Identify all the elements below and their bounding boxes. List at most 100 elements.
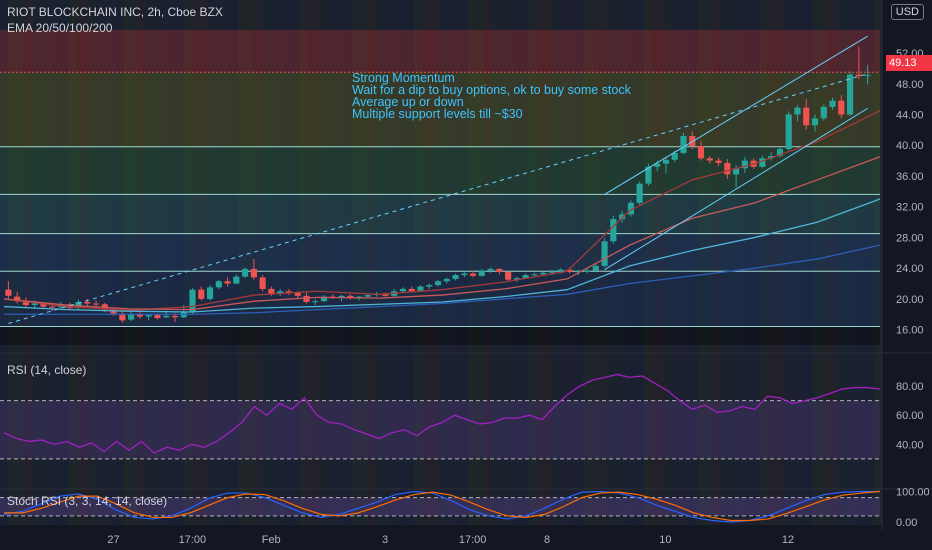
candle-body (364, 295, 371, 297)
bg-stripe (621, 0, 629, 525)
candle-body (417, 286, 424, 292)
candle-body (198, 289, 205, 299)
candle-body (803, 107, 810, 126)
candle-body (513, 278, 520, 280)
time-tick-label: 10 (659, 534, 671, 546)
annotation-note: Strong Momentum Wait for a dip to buy op… (352, 71, 631, 121)
bg-stripe (514, 0, 529, 525)
bg-stripe (483, 0, 491, 525)
bg-stripe (215, 0, 230, 525)
last-price-label: 49.13 (886, 55, 932, 71)
bg-stripe (207, 0, 215, 525)
price-zone (0, 72, 880, 147)
rsi-tick-label: 80.00 (896, 381, 924, 393)
time-tick-label: 27 (107, 534, 119, 546)
candle-body (171, 315, 179, 318)
candle-body (496, 268, 503, 273)
bg-stripe (330, 0, 345, 525)
candle-body (548, 271, 556, 273)
bg-stripe (767, 0, 782, 525)
bg-stripe (422, 0, 437, 525)
time-tick-label: 3 (382, 534, 388, 546)
stoch-band-fill (0, 497, 880, 516)
bg-stripe (391, 0, 399, 525)
candle-body (338, 295, 345, 298)
candle-body (215, 281, 222, 288)
candle-body (811, 118, 819, 126)
price-tick-label: 16.00 (896, 325, 924, 337)
bg-stripe (736, 0, 744, 525)
price-tick-label: 44.00 (896, 110, 924, 122)
bg-stripe (23, 0, 31, 525)
price-zone (0, 194, 880, 234)
candle-body (426, 285, 433, 287)
stoch-rsi-label: Stoch RSI (3, 3, 14, 14, close) (7, 494, 168, 508)
price-tick-label: 40.00 (896, 140, 924, 152)
bg-stripe (744, 0, 759, 525)
candle-body (636, 183, 643, 203)
bg-stripe (261, 0, 276, 525)
candle-body (461, 273, 468, 276)
time-tick-label: 8 (544, 534, 550, 546)
candle-body (285, 291, 293, 293)
candle-body (645, 166, 652, 184)
bg-stripe (299, 0, 307, 525)
ema-line (4, 244, 881, 315)
candle-body (163, 315, 170, 318)
candle-body (601, 241, 608, 266)
bg-stripe (859, 0, 874, 525)
currency-button[interactable]: USD (890, 4, 924, 20)
bg-stripe (552, 0, 560, 525)
price-zone (0, 271, 880, 327)
bg-stripe (445, 0, 460, 525)
bg-stripe (238, 0, 253, 525)
bg-stripe (92, 0, 100, 525)
candle-body (49, 306, 56, 308)
bg-stripe (146, 0, 161, 525)
bg-stripe (0, 0, 8, 525)
candle-body (154, 315, 161, 319)
candle-body (776, 149, 784, 156)
bg-stripe (276, 0, 284, 525)
bg-stripe (353, 0, 368, 525)
bg-stripe (284, 0, 299, 525)
bg-stripe (667, 0, 675, 525)
bg-stripe (54, 0, 69, 525)
candle-body (22, 301, 29, 306)
bg-stripe (468, 0, 483, 525)
candle-body (452, 275, 459, 279)
trend-dashed-line (8, 73, 868, 324)
candle-body (505, 272, 512, 280)
annotation-line: Average up or down (352, 95, 464, 109)
price-zone (0, 146, 880, 195)
candle-body (487, 268, 494, 271)
bg-stripe (828, 0, 836, 525)
candle-body (5, 289, 12, 296)
bg-stripe (184, 0, 192, 525)
candle-body (443, 278, 450, 282)
rsi-band-fill (0, 400, 880, 459)
candle-body (136, 314, 143, 317)
bg-stripe (399, 0, 414, 525)
bg-stripe (813, 0, 828, 525)
bg-stripe (253, 0, 261, 525)
ema-line (3, 198, 881, 313)
price-tick-label: 24.00 (896, 263, 924, 275)
bg-stripe (161, 0, 169, 525)
bg-stripe (345, 0, 353, 525)
price-zone (0, 233, 880, 272)
bg-stripe (629, 0, 644, 525)
bg-stripe (138, 0, 146, 525)
bg-stripe (77, 0, 92, 525)
price-tick-label: 28.00 (896, 232, 924, 244)
price-tick-label: 32.00 (896, 202, 924, 214)
bg-stripe (506, 0, 514, 525)
annotation-line: Strong Momentum (352, 71, 455, 85)
bg-stripe (782, 0, 790, 525)
candle-body (531, 274, 538, 276)
candle-body (250, 268, 257, 278)
candle-body (478, 270, 485, 276)
time-tick-label: 17:00 (179, 534, 207, 546)
stoch-k-line (3, 490, 880, 523)
